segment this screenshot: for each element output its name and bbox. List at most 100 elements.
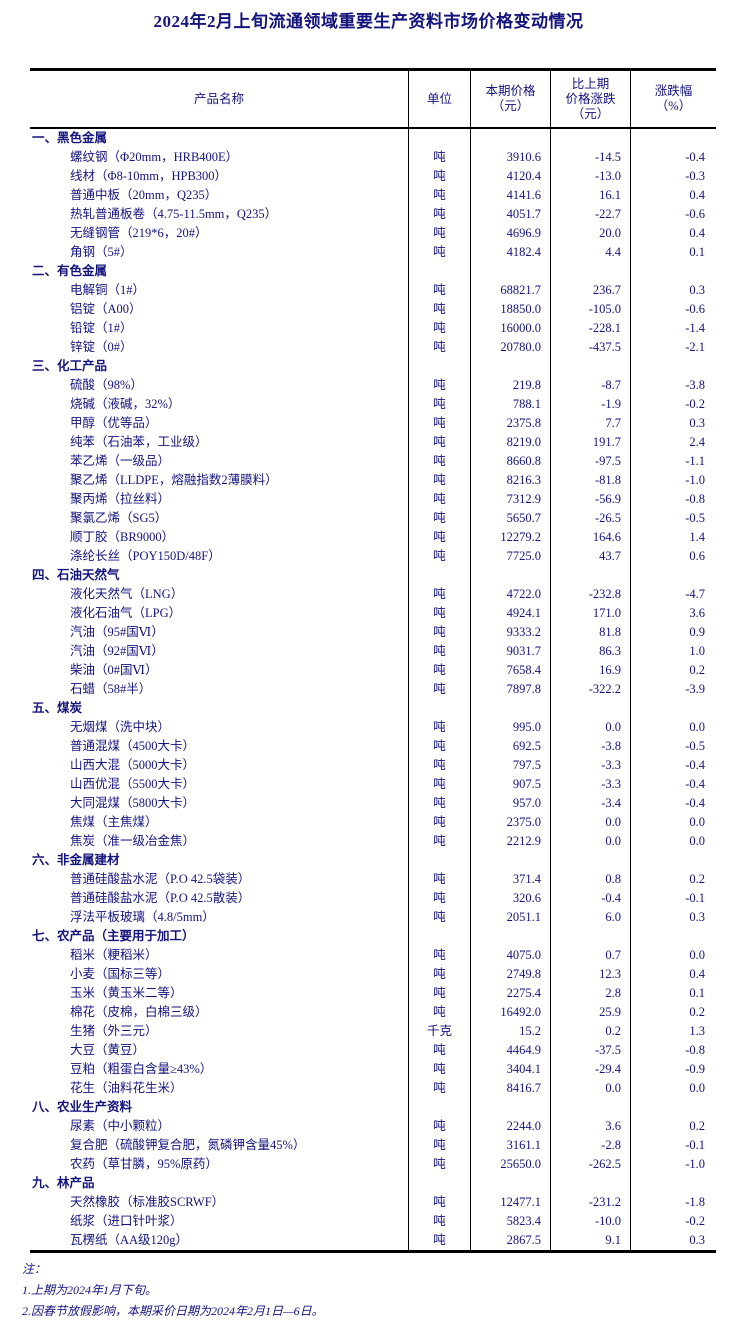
product-name-cell: 烧碱（液碱，32%） — [70, 397, 181, 411]
product-name-cell: 涤纶长丝（POY150D/48F） — [70, 549, 221, 563]
product-name-cell: 普通中板（20mm，Q235） — [70, 188, 218, 202]
current-price-cell: 4464.9 — [470, 1041, 550, 1060]
unit-cell — [408, 357, 470, 376]
table-row: 纯苯（石油苯，工业级） 吨 8219.0 191.7 2.4 — [30, 433, 716, 452]
price-change-cell: -3.8 — [550, 737, 630, 756]
current-price-cell: 8216.3 — [470, 471, 550, 490]
current-price-cell: 219.8 — [470, 376, 550, 395]
price-change-cell — [550, 1098, 630, 1117]
current-price-cell: 18850.0 — [470, 300, 550, 319]
price-change-cell: -14.5 — [550, 148, 630, 167]
section-row: 一、黑色金属 — [30, 129, 716, 148]
table-row: 汽油（95#国Ⅵ） 吨 9333.2 81.8 0.9 — [30, 623, 716, 642]
current-price-cell: 4722.0 — [470, 585, 550, 604]
change-percent-cell — [630, 566, 716, 585]
price-change-cell: -56.9 — [550, 490, 630, 509]
table-row: 角钢（5#） 吨 4182.4 4.4 0.1 — [30, 243, 716, 262]
change-percent-cell: -0.4 — [630, 756, 716, 775]
unit-cell: 吨 — [408, 1231, 470, 1250]
price-change-cell: -262.5 — [550, 1155, 630, 1174]
change-percent-cell: 0.2 — [630, 1117, 716, 1136]
product-name-cell: 瓦楞纸（AA级120g） — [70, 1233, 189, 1247]
section-name-cell: 五、煤炭 — [32, 701, 83, 715]
change-percent-cell: 0.1 — [630, 243, 716, 262]
product-name-cell: 汽油（95#国Ⅵ） — [70, 625, 164, 639]
unit-cell: 吨 — [408, 1079, 470, 1098]
change-percent-cell: 0.3 — [630, 908, 716, 927]
current-price-cell: 9031.7 — [470, 642, 550, 661]
unit-cell: 吨 — [408, 870, 470, 889]
product-name-cell: 液化天然气（LNG） — [70, 587, 184, 601]
notes-label: 注： — [22, 1262, 47, 1276]
price-change-cell: -13.0 — [550, 167, 630, 186]
table-row: 小麦（国标三等） 吨 2749.8 12.3 0.4 — [30, 965, 716, 984]
table-row: 液化石油气（LPG） 吨 4924.1 171.0 3.6 — [30, 604, 716, 623]
change-percent-cell: 0.0 — [630, 718, 716, 737]
current-price-cell: 4141.6 — [470, 186, 550, 205]
change-percent-cell: -0.6 — [630, 205, 716, 224]
price-change-cell: -3.4 — [550, 794, 630, 813]
product-name-cell: 棉花（皮棉，白棉三级） — [70, 1005, 208, 1019]
product-name-cell: 液化石油气（LPG） — [70, 606, 182, 620]
current-price-cell: 371.4 — [470, 870, 550, 889]
change-percent-cell: 0.2 — [630, 1003, 716, 1022]
current-price-cell: 7658.4 — [470, 661, 550, 680]
change-percent-cell — [630, 357, 716, 376]
unit-cell: 吨 — [408, 528, 470, 547]
change-percent-cell: 0.4 — [630, 186, 716, 205]
price-change-cell: 0.2 — [550, 1022, 630, 1041]
table-header-row: 产品名称 单位 本期价格 （元） 比上期 价格涨跌 （元） 涨跌幅 （%） — [30, 71, 716, 129]
current-price-cell — [470, 699, 550, 718]
price-change-cell: -1.9 — [550, 395, 630, 414]
unit-cell: 吨 — [408, 224, 470, 243]
current-price-cell: 797.5 — [470, 756, 550, 775]
product-name-cell: 普通硅酸盐水泥（P.O 42.5袋装） — [70, 872, 251, 886]
unit-cell — [408, 566, 470, 585]
unit-cell: 吨 — [408, 376, 470, 395]
current-price-cell: 3910.6 — [470, 148, 550, 167]
change-percent-cell: -0.1 — [630, 889, 716, 908]
unit-cell: 吨 — [408, 908, 470, 927]
product-name-cell: 山西大混（5000大卡） — [70, 758, 196, 772]
current-price-cell: 2749.8 — [470, 965, 550, 984]
product-name-cell: 甲醇（优等品） — [70, 416, 158, 430]
unit-cell: 吨 — [408, 338, 470, 357]
current-price-cell: 788.1 — [470, 395, 550, 414]
table-row: 聚丙烯（拉丝料） 吨 7312.9 -56.9 -0.8 — [30, 490, 716, 509]
unit-cell: 吨 — [408, 661, 470, 680]
unit-cell: 吨 — [408, 243, 470, 262]
change-percent-cell: 0.2 — [630, 870, 716, 889]
product-name-cell: 无烟煤（洗中块） — [70, 720, 171, 734]
change-percent-cell — [630, 262, 716, 281]
price-change-cell: -3.3 — [550, 756, 630, 775]
table-row: 无烟煤（洗中块）吨 995.0 0.0 0.0 — [30, 718, 716, 737]
change-percent-cell: -3.9 — [630, 680, 716, 699]
current-price-cell: 2212.9 — [470, 832, 550, 851]
table-row: 大同混煤（5800大卡） 吨 957.0 -3.4 -0.4 — [30, 794, 716, 813]
change-percent-cell: 1.0 — [630, 642, 716, 661]
change-percent-cell: -0.4 — [630, 775, 716, 794]
change-percent-cell: -0.2 — [630, 1212, 716, 1231]
price-change-cell: -232.8 — [550, 585, 630, 604]
price-change-cell: 0.0 — [550, 1079, 630, 1098]
current-price-cell: 692.5 — [470, 737, 550, 756]
price-change-cell: 0.0 — [550, 718, 630, 737]
current-price-cell: 995.0 — [470, 718, 550, 737]
product-name-cell: 普通混煤（4500大卡） — [70, 739, 196, 753]
change-percent-cell: 0.0 — [630, 1079, 716, 1098]
change-percent-cell: -0.8 — [630, 490, 716, 509]
product-name-cell: 无缝钢管（219*6，20#） — [70, 226, 208, 240]
section-name-cell: 八、农业生产资料 — [32, 1100, 133, 1114]
current-price-cell: 7897.8 — [470, 680, 550, 699]
table-row: 铝锭（A00） 吨 18850.0 -105.0 -0.6 — [30, 300, 716, 319]
change-percent-cell: -1.4 — [630, 319, 716, 338]
unit-cell — [408, 851, 470, 870]
product-name-cell: 石蜡（58#半） — [70, 682, 152, 696]
table-row: 汽油（92#国Ⅵ） 吨 9031.7 86.3 1.0 — [30, 642, 716, 661]
unit-cell: 吨 — [408, 167, 470, 186]
table-row: 硫酸（98%） 吨 219.8 -8.7 -3.8 — [30, 376, 716, 395]
price-change-cell: -97.5 — [550, 452, 630, 471]
current-price-cell: 2051.1 — [470, 908, 550, 927]
change-percent-cell: -0.4 — [630, 794, 716, 813]
table-row: 生猪（外三元） 千克 15.2 0.2 1.3 — [30, 1022, 716, 1041]
